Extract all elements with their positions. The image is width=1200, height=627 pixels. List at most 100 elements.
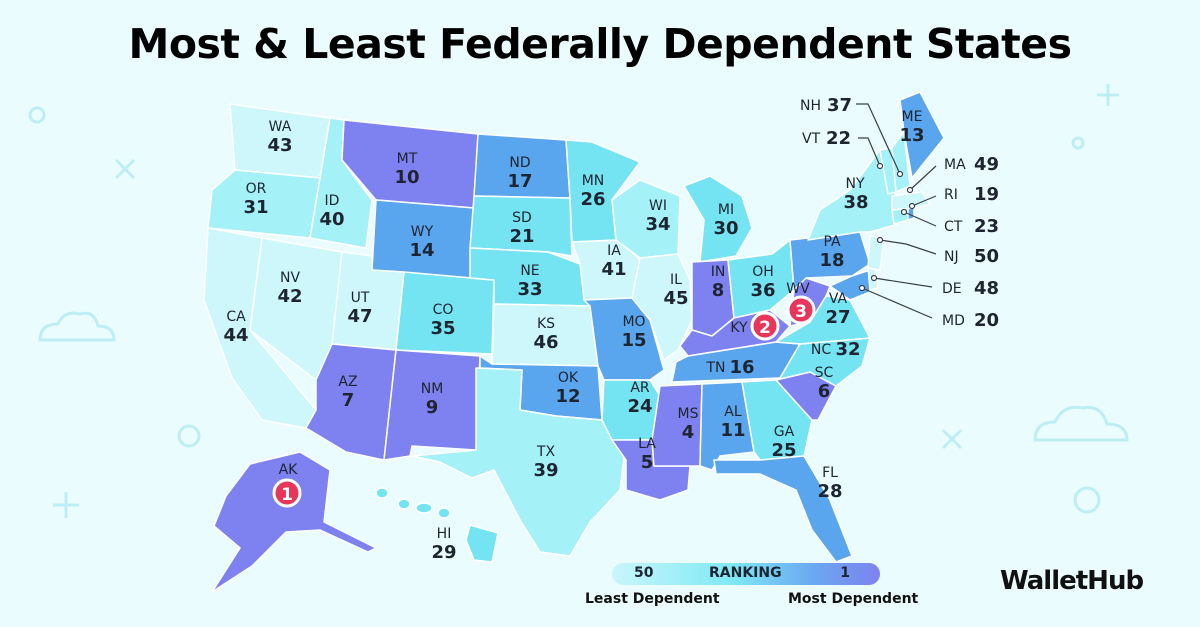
legend-low-value: 50: [634, 565, 654, 581]
state-abbr: HI: [437, 526, 452, 542]
state-abbr: AZ: [338, 374, 357, 390]
state-shape-sd: [469, 195, 573, 257]
state-abbr: ME: [902, 109, 923, 125]
state-abbr: ND: [509, 155, 530, 171]
state-labels: WA 43 OR 31 CA 44 ID 40 NV 42 MT 10 WY 1…: [223, 95, 999, 563]
state-rank: 17: [507, 171, 532, 192]
state-rank: 39: [533, 460, 558, 481]
legend-left-caption: Least Dependent: [585, 591, 720, 607]
state-shape-me: [899, 91, 945, 179]
plus-decoration-icon: [53, 492, 79, 518]
state-abbr: WV: [786, 281, 810, 297]
state-abbr: TN: [705, 360, 725, 376]
state-abbr: OK: [558, 370, 579, 386]
state-rank: 31: [243, 197, 268, 218]
legend-high-value: 1: [840, 565, 850, 581]
state-abbr: MN: [582, 173, 605, 189]
state-abbr: OH: [752, 264, 774, 280]
state-rank: 47: [347, 306, 372, 327]
state-shape-ma: [891, 191, 931, 211]
state-abbr: MA: [944, 157, 966, 173]
state-abbr: LA: [638, 436, 656, 452]
state-abbr: NM: [421, 381, 444, 397]
state-rank: 11: [720, 420, 745, 441]
state-rank: 4: [682, 422, 695, 443]
cross-decoration-icon: [114, 158, 136, 180]
state-abbr: SD: [512, 210, 532, 226]
state-shape-ak: [211, 451, 377, 593]
state-abbr: MO: [622, 314, 645, 330]
state-rank: 16: [729, 357, 754, 378]
decorations: [28, 84, 1129, 518]
state-rank: 9: [426, 397, 439, 418]
state-abbr: VT: [802, 131, 821, 147]
state-rank: 33: [517, 279, 542, 300]
state-rank: 7: [342, 390, 355, 411]
state-abbr: AR: [630, 380, 650, 396]
state-rank: 21: [509, 226, 534, 247]
state-rank: 6: [818, 381, 831, 402]
state-rank: 23: [974, 216, 999, 237]
callout-lines: [856, 103, 937, 319]
state-rank: 34: [645, 214, 670, 235]
state-shape-mi: [683, 175, 753, 263]
state-rank: 22: [826, 128, 851, 149]
state-shape-nh: [891, 131, 911, 193]
legend-title: RANKING: [709, 565, 782, 581]
state-rank: 12: [555, 386, 580, 407]
state-rank: 19: [974, 184, 999, 205]
ranking-legend-bar: 50 RANKING 1: [612, 563, 880, 585]
top3-badges: 1 2 3: [272, 295, 816, 508]
state-rank: 46: [533, 332, 558, 353]
svg-text:3: 3: [795, 302, 807, 322]
state-shape-ms: [651, 383, 703, 467]
state-abbr: TX: [536, 444, 556, 460]
state-abbr: NE: [520, 263, 539, 279]
state-shape-tx: [411, 367, 627, 557]
state-rank: 49: [974, 154, 999, 175]
rank-badge-ky: 2: [750, 311, 780, 341]
state-abbr: WA: [269, 119, 292, 135]
state-rank: 37: [827, 95, 852, 116]
state-abbr: KS: [537, 316, 555, 332]
state-rank: 36: [750, 280, 775, 301]
state-rank: 15: [621, 330, 646, 351]
state-rank: 40: [319, 209, 344, 230]
state-abbr: MD: [942, 313, 965, 329]
state-rank: 32: [835, 339, 860, 360]
state-rank: 25: [771, 440, 796, 461]
state-shape-hi: [375, 487, 499, 563]
state-rank: 20: [974, 310, 999, 331]
circle-decoration-icon: [177, 424, 201, 448]
state-abbr: NH: [800, 98, 821, 114]
state-rank: 28: [817, 481, 842, 502]
state-abbr: CT: [944, 219, 963, 235]
circle-decoration-icon: [28, 106, 46, 124]
state-abbr: WI: [649, 198, 667, 214]
state-abbr: AL: [724, 404, 742, 420]
svg-text:1: 1: [281, 485, 293, 505]
cross-decoration-icon: [941, 428, 963, 450]
state-rank: 44: [223, 325, 248, 346]
rank-badge-ak: 1: [272, 478, 302, 508]
circle-decoration-icon: [1071, 136, 1085, 150]
state-rank: 29: [431, 542, 456, 563]
state-abbr: ID: [325, 193, 340, 209]
state-rank: 48: [974, 278, 999, 299]
state-abbr: IA: [607, 243, 621, 259]
state-abbr: NC: [811, 342, 831, 358]
state-shape-il: [631, 253, 693, 361]
state-rank: 30: [713, 218, 738, 239]
state-rank: 26: [580, 189, 605, 210]
circle-decoration-icon: [1073, 486, 1101, 514]
state-rank: 45: [663, 288, 688, 309]
state-rank: 43: [267, 135, 292, 156]
state-abbr: MS: [678, 406, 699, 422]
state-rank: 8: [712, 280, 725, 301]
state-shapes: [203, 91, 945, 593]
state-rank: 5: [641, 452, 654, 473]
legend-right-caption: Most Dependent: [788, 591, 919, 607]
state-abbr: RI: [944, 187, 958, 203]
state-abbr: CA: [226, 309, 246, 325]
state-abbr: FL: [822, 465, 838, 481]
